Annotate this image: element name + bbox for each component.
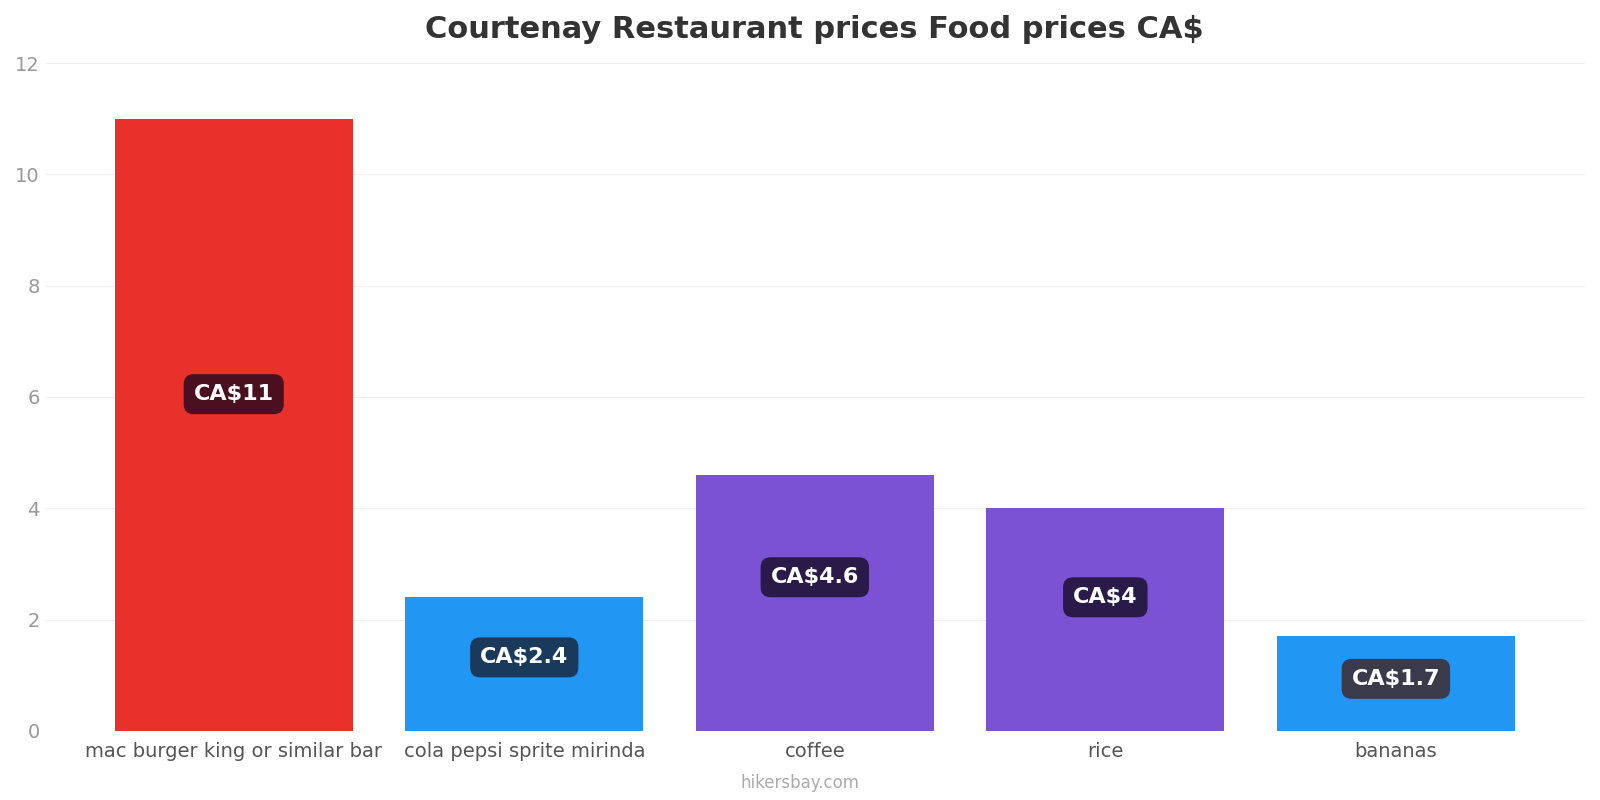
- Bar: [1277, 636, 1515, 731]
- Bar: [986, 508, 1224, 731]
- Bar: [405, 598, 643, 731]
- Text: CA$11: CA$11: [194, 384, 274, 404]
- Text: CA$1.7: CA$1.7: [1352, 669, 1440, 689]
- Bar: [115, 118, 354, 731]
- Text: hikersbay.com: hikersbay.com: [741, 774, 859, 792]
- Bar: [696, 475, 934, 731]
- Text: CA$2.4: CA$2.4: [480, 647, 568, 667]
- Title: Courtenay Restaurant prices Food prices CA$: Courtenay Restaurant prices Food prices …: [426, 15, 1205, 44]
- Text: CA$4.6: CA$4.6: [771, 567, 859, 587]
- Text: CA$4: CA$4: [1074, 587, 1138, 607]
